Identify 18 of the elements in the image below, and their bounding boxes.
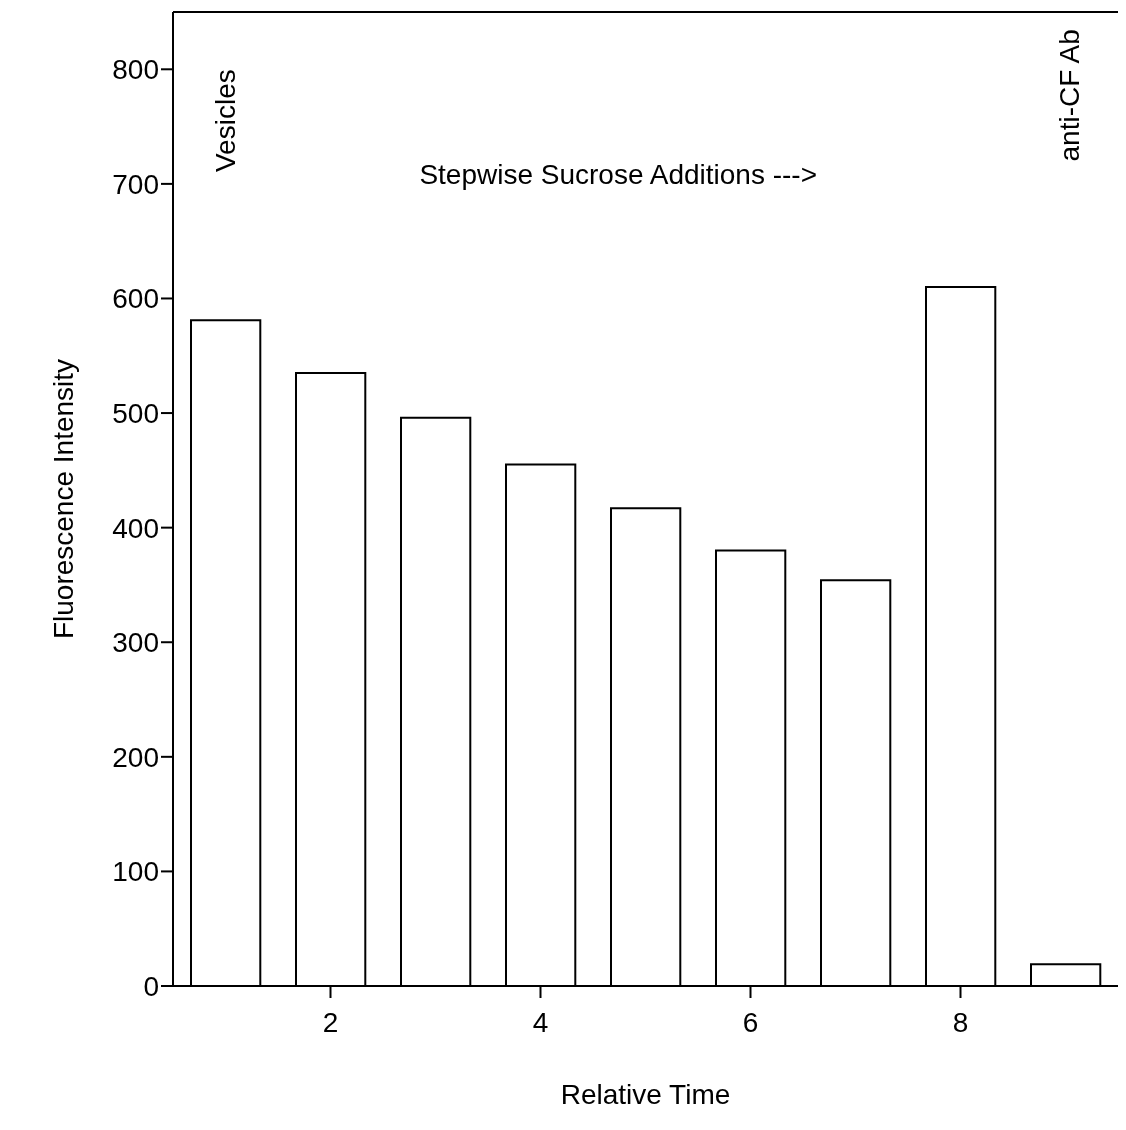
y-tick-label: 700: [112, 168, 159, 200]
y-tick-label: 800: [112, 54, 159, 86]
y-tick-label: 400: [112, 512, 159, 544]
y-axis-title: Fluorescence Intensity: [47, 358, 79, 640]
annotation: anti-CF Ab: [1054, 29, 1086, 162]
x-tick-label: 4: [532, 1006, 549, 1038]
x-tick-label: 2: [322, 1006, 339, 1038]
x-tick-label: 8: [952, 1006, 969, 1038]
y-tick-label: 300: [112, 627, 159, 659]
y-tick-label: 200: [112, 741, 159, 773]
y-tick-label: 100: [112, 856, 159, 888]
y-tick-label: 0: [143, 970, 159, 1002]
x-tick-label: 6: [742, 1006, 759, 1038]
x-axis-title: Relative Time: [560, 1079, 731, 1110]
y-tick-label: 600: [112, 283, 159, 315]
y-tick-label: 500: [112, 398, 159, 429]
annotation: Stepwise Sucrose Additions --->: [419, 158, 818, 190]
annotation: Vesicles: [210, 69, 241, 173]
